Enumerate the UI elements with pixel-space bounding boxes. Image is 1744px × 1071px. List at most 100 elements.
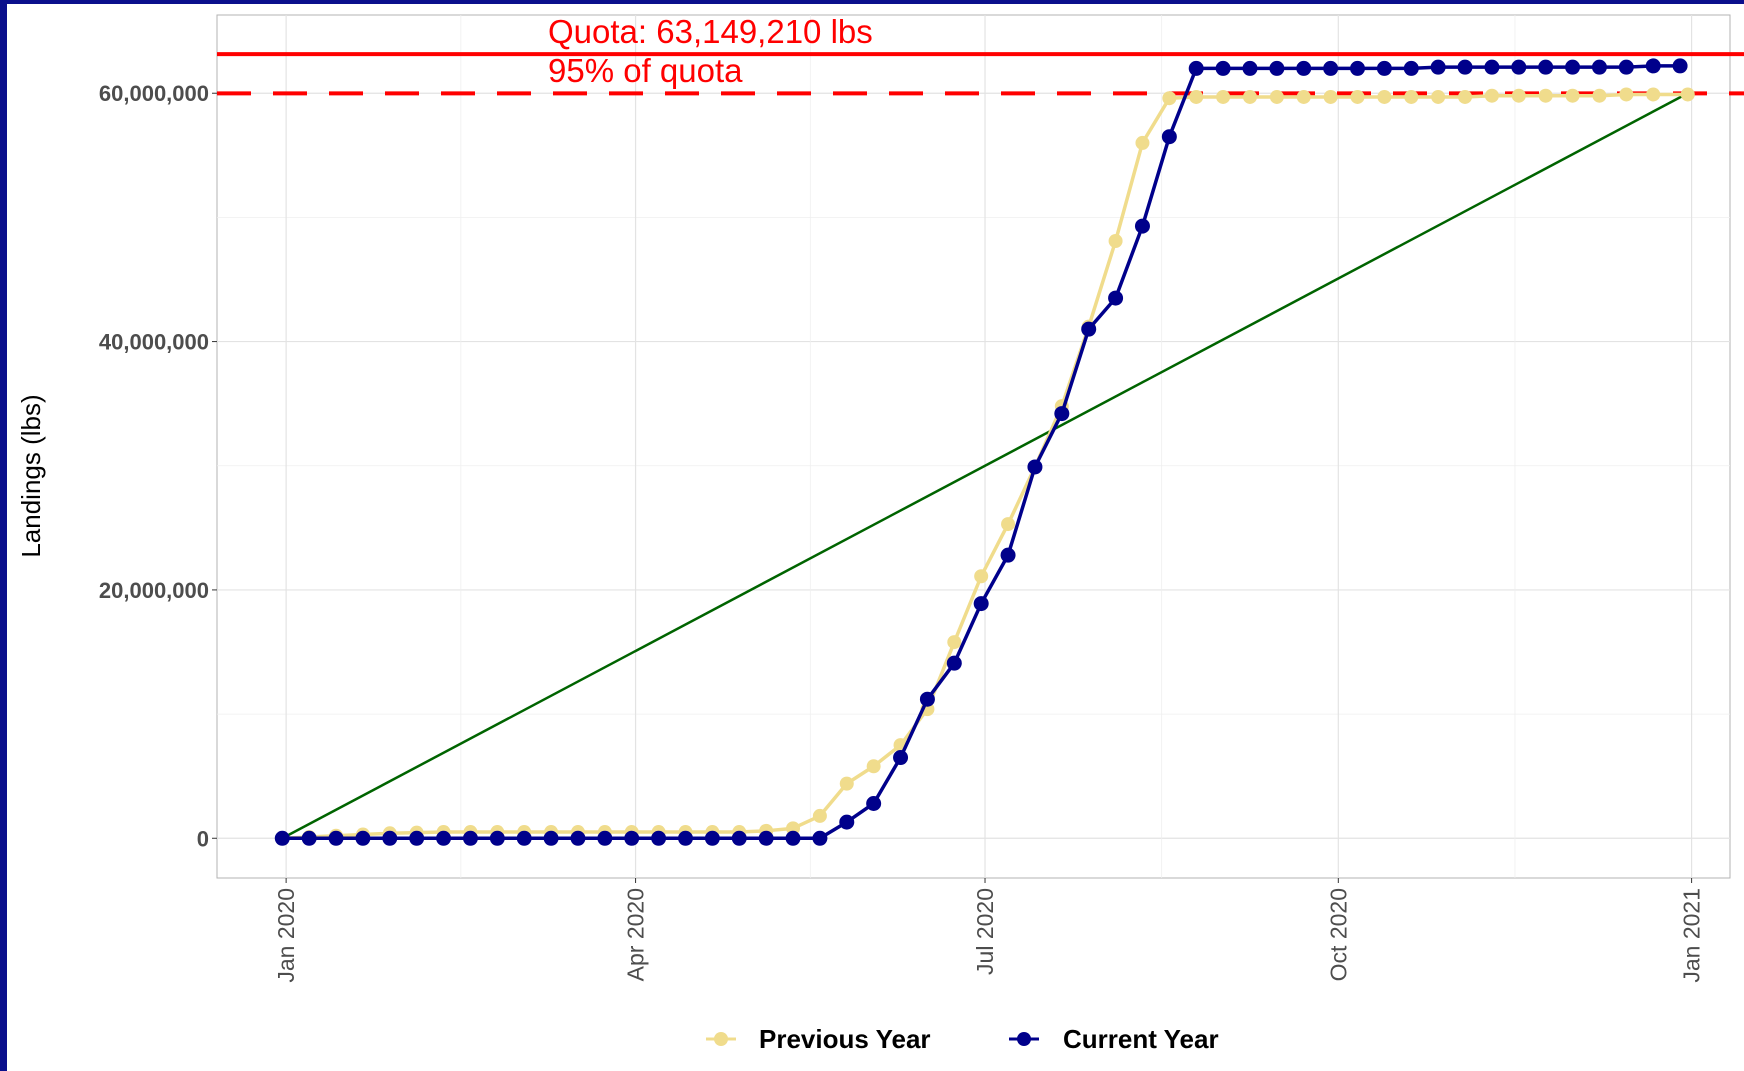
ninety-five-percent-annotation: 95% of quota xyxy=(548,52,743,89)
data-point-current-year xyxy=(1672,58,1688,74)
data-point-previous-year xyxy=(1377,89,1392,104)
target-line-segment xyxy=(281,92,1689,840)
data-point-previous-year xyxy=(1350,89,1365,104)
data-point-previous-year xyxy=(1108,233,1123,248)
data-point-previous-year xyxy=(1162,91,1177,106)
x-tick-label: Apr 2020 xyxy=(623,888,649,981)
target-line xyxy=(281,92,1689,840)
data-point-current-year xyxy=(274,830,290,846)
data-point-previous-year xyxy=(1323,89,1338,104)
data-point-current-year xyxy=(677,830,693,846)
data-point-current-year xyxy=(1054,406,1070,422)
data-point-current-year xyxy=(1296,60,1312,76)
series-line-current-year xyxy=(282,64,1681,841)
data-point-current-year xyxy=(731,830,747,846)
data-point-previous-year xyxy=(947,635,962,650)
chart-frame: 0 20,000,000 40,000,000 60,000,000 Jan 2020 A… xyxy=(7,4,1744,1071)
data-point-current-year xyxy=(436,830,452,846)
data-point-current-year xyxy=(1161,129,1177,145)
data-point-previous-year xyxy=(866,759,881,774)
x-tick-label: Oct 2020 xyxy=(1325,888,1351,981)
data-point-current-year xyxy=(1484,59,1500,75)
data-point-previous-year xyxy=(1216,89,1231,104)
data-point-current-year xyxy=(704,830,720,846)
data-point-previous-year xyxy=(1619,87,1634,102)
data-point-current-year xyxy=(1269,60,1285,76)
data-point-current-year xyxy=(1376,60,1392,76)
data-point-previous-year xyxy=(1565,88,1580,103)
data-point-previous-year xyxy=(1646,87,1661,102)
data-point-current-year xyxy=(1430,59,1446,75)
data-point-current-year xyxy=(1081,321,1097,337)
data-point-current-year xyxy=(1323,60,1339,76)
y-tick-label: 40,000,000 xyxy=(99,330,209,355)
data-point-current-year xyxy=(1134,218,1150,234)
data-point-current-year xyxy=(1457,59,1473,75)
data-point-current-year xyxy=(651,830,667,846)
data-point-current-year xyxy=(1242,60,1258,76)
quota-annotation: Quota: 63,149,210 lbs xyxy=(548,13,873,50)
legend-item-previous-year: Previous Year xyxy=(706,1024,931,1054)
data-point-previous-year xyxy=(1511,88,1526,103)
data-point-current-year xyxy=(624,830,640,846)
legend-marker-current-year xyxy=(1017,1032,1031,1046)
data-point-current-year xyxy=(409,830,425,846)
data-point-current-year xyxy=(301,830,317,846)
axes: 0 20,000,000 40,000,000 60,000,000 Jan 2020 A… xyxy=(99,81,1705,982)
data-point-current-year xyxy=(973,596,989,612)
data-point-current-year xyxy=(1645,58,1661,74)
data-point-current-year xyxy=(1511,59,1527,75)
x-tick-label: Jan 2020 xyxy=(273,888,299,983)
series-current-year xyxy=(274,58,1688,846)
grid xyxy=(216,14,1731,879)
plot-panel-border xyxy=(216,14,1731,879)
reference-lines xyxy=(217,52,1744,96)
y-tick-label: 20,000,000 xyxy=(99,578,209,603)
data-point-previous-year xyxy=(974,569,989,584)
data-point-current-year xyxy=(570,830,586,846)
data-point-current-year xyxy=(866,795,882,811)
legend: Previous Year Current Year xyxy=(706,1024,1219,1054)
data-point-previous-year xyxy=(1269,89,1284,104)
legend-item-current-year: Current Year xyxy=(1009,1024,1219,1054)
legend-label-previous-year: Previous Year xyxy=(759,1024,931,1054)
y-axis-label: Landings (lbs) xyxy=(16,394,46,557)
data-point-current-year xyxy=(1350,60,1366,76)
data-point-current-year xyxy=(462,830,478,846)
data-point-current-year xyxy=(1591,59,1607,75)
data-point-current-year xyxy=(839,814,855,830)
data-point-previous-year xyxy=(1484,88,1499,103)
data-point-previous-year xyxy=(1458,89,1473,104)
data-point-current-year xyxy=(1403,60,1419,76)
chart: 0 20,000,000 40,000,000 60,000,000 Jan 2020 A… xyxy=(16,13,1744,1054)
data-point-current-year xyxy=(516,830,532,846)
data-point-previous-year xyxy=(1001,517,1016,532)
legend-label-current-year: Current Year xyxy=(1063,1024,1219,1054)
x-tick-label: Jan 2021 xyxy=(1679,888,1705,983)
data-point-previous-year xyxy=(1680,87,1695,102)
data-point-current-year xyxy=(382,830,398,846)
data-point-previous-year xyxy=(1592,88,1607,103)
data-point-current-year xyxy=(1538,59,1554,75)
data-point-current-year xyxy=(893,750,909,766)
data-point-previous-year xyxy=(1538,88,1553,103)
data-point-previous-year xyxy=(1404,89,1419,104)
series-layer xyxy=(274,58,1695,846)
data-point-current-year xyxy=(328,830,344,846)
data-point-current-year xyxy=(1027,459,1043,475)
x-tick-label: Jul 2020 xyxy=(972,888,998,975)
data-point-current-year xyxy=(1565,59,1581,75)
data-point-current-year xyxy=(543,830,559,846)
data-point-previous-year xyxy=(1296,89,1311,104)
data-point-current-year xyxy=(785,830,801,846)
data-point-current-year xyxy=(1215,60,1231,76)
data-point-current-year xyxy=(597,830,613,846)
data-point-previous-year xyxy=(1189,89,1204,104)
data-point-previous-year xyxy=(812,808,827,823)
data-point-current-year xyxy=(946,655,962,671)
data-point-previous-year xyxy=(1431,89,1446,104)
data-point-current-year xyxy=(758,830,774,846)
data-point-previous-year xyxy=(1242,89,1257,104)
data-point-current-year xyxy=(1000,547,1016,563)
data-point-current-year xyxy=(919,691,935,707)
